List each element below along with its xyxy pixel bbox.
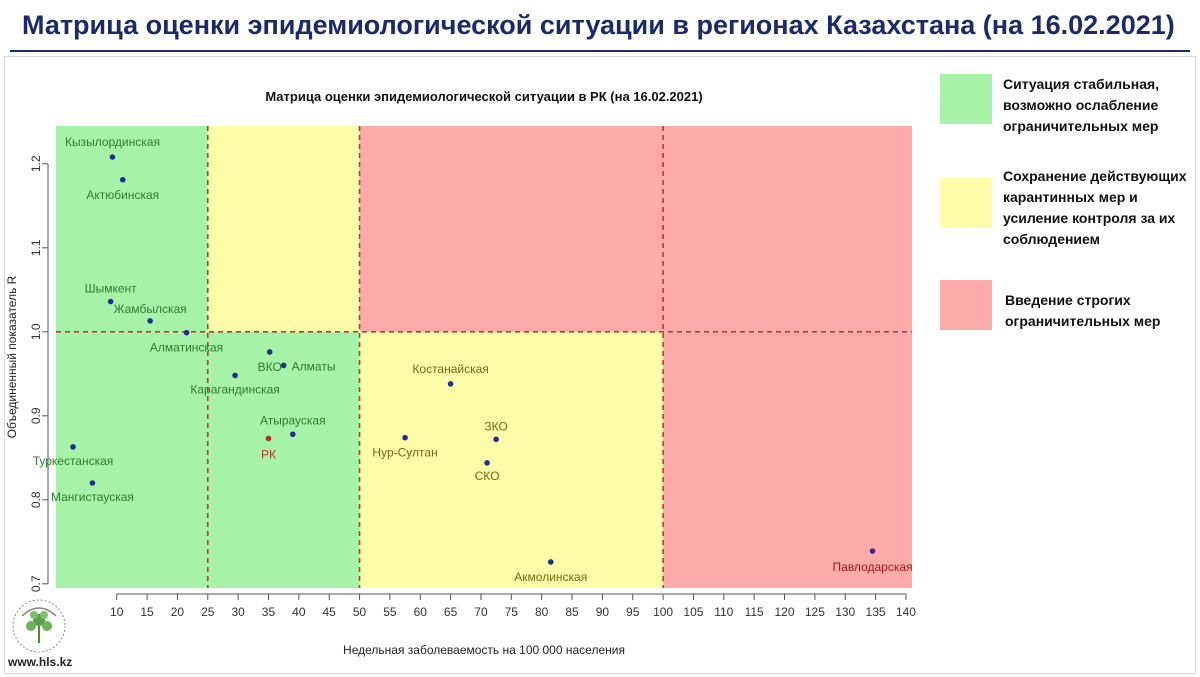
x-tick-label-105: 105 — [683, 605, 703, 619]
legend-swatch-green — [940, 74, 992, 124]
y-tick-label-1: 1.0 — [29, 323, 43, 340]
point-5 — [266, 349, 273, 355]
point-label-8: Атырауская — [260, 413, 326, 427]
epidemic-matrix-chart: Матрица оценки эпидемиологической ситуац… — [5, 89, 916, 657]
x-tick-label-45: 45 — [323, 605, 337, 619]
point-label-6: Алматы — [292, 359, 336, 373]
legend-text-red: Введение строгих ограничительных мер — [1005, 292, 1161, 329]
point-6 — [280, 362, 287, 369]
x-tick-label-90: 90 — [596, 605, 610, 619]
title-divider — [10, 50, 1190, 52]
x-tick-label-135: 135 — [866, 605, 886, 619]
x-tick-label-10: 10 — [110, 605, 124, 619]
zone-1 — [207, 126, 360, 332]
chart-title: Матрица оценки эпидемиологической ситуац… — [265, 89, 702, 104]
x-tick-label-140: 140 — [896, 605, 916, 619]
x-tick-label-80: 80 — [535, 605, 549, 619]
x-tick-label-35: 35 — [262, 605, 276, 619]
x-tick-label-55: 55 — [383, 605, 397, 619]
point-0 — [109, 154, 116, 160]
point-13 — [493, 436, 499, 443]
point-7 — [232, 372, 238, 379]
point-label-9: РК — [261, 447, 276, 461]
x-tick-label-120: 120 — [774, 605, 794, 619]
x-tick-label-85: 85 — [565, 605, 579, 619]
point-label-7: Карагандинская — [190, 382, 279, 396]
point-14 — [402, 434, 408, 441]
point-label-4: Алматинская — [150, 341, 223, 355]
x-tick-label-110: 110 — [714, 605, 733, 619]
legend-swatch-yellow — [940, 178, 992, 228]
point-label-12: Костанайская — [412, 362, 488, 376]
zone-4 — [359, 331, 664, 588]
x-axis-label: Недельная заболеваемость на 100 000 насе… — [343, 643, 625, 657]
page-title: Матрица оценки эпидемиологической ситуац… — [22, 10, 1175, 40]
x-tick-label-50: 50 — [353, 605, 367, 619]
x-tick-label-115: 115 — [745, 605, 764, 619]
x-tick-label-100: 100 — [653, 605, 673, 619]
zone-5 — [663, 331, 912, 588]
point-10 — [70, 444, 76, 450]
y-axis-label: Объединенный показатель R — [5, 275, 19, 438]
hls-logo-icon — [12, 599, 66, 653]
y-tick-label-0.7: 0.7 — [29, 575, 43, 592]
y-tick-label-0.9: 0.9 — [29, 407, 43, 424]
x-tick-label-60: 60 — [414, 605, 428, 619]
point-1 — [119, 176, 126, 183]
point-9 — [265, 435, 272, 442]
point-label-16: Акмолинская — [514, 570, 587, 584]
x-tick-label-75: 75 — [505, 605, 519, 619]
point-12 — [447, 381, 454, 387]
legend-text-green: Ситуация стабильная, возможно ослабление… — [1003, 76, 1160, 134]
point-3 — [147, 318, 153, 324]
x-tick-label-130: 130 — [835, 605, 855, 619]
point-label-11: Мангистауская — [51, 490, 134, 504]
point-label-1: Актюбинская — [86, 188, 159, 202]
point-label-2: Шымкент — [85, 282, 138, 296]
point-label-5: ВКО — [258, 360, 282, 374]
zone-2 — [359, 126, 912, 332]
legend-text-yellow: Сохранение действующих карантинных мер и… — [1003, 168, 1187, 247]
point-label-3: Жамбылская — [113, 302, 186, 316]
point-label-10: Туркестанская — [33, 454, 114, 468]
x-tick-label-125: 125 — [805, 605, 825, 619]
x-tick-label-25: 25 — [201, 605, 215, 619]
x-tick-label-20: 20 — [171, 605, 185, 619]
point-16 — [547, 559, 554, 565]
point-15 — [484, 460, 490, 466]
x-tick-label-40: 40 — [292, 605, 306, 619]
point-17 — [869, 548, 876, 554]
point-label-0: Кызылординская — [65, 135, 160, 149]
point-4 — [183, 329, 190, 336]
website-link[interactable]: www.hls.kz — [8, 655, 73, 669]
zone-0 — [56, 126, 208, 332]
point-label-15: СКО — [475, 469, 500, 483]
x-tick-label-65: 65 — [444, 605, 458, 619]
x-tick-label-30: 30 — [231, 605, 245, 619]
x-tick-label-95: 95 — [626, 605, 640, 619]
point-8 — [289, 431, 296, 438]
x-tick-label-15: 15 — [140, 605, 154, 619]
y-tick-label-1.1: 1.1 — [29, 239, 43, 256]
x-tick-label-70: 70 — [474, 605, 488, 619]
y-tick-label-0.8: 0.8 — [29, 491, 43, 508]
point-label-14: Нур-Султан — [372, 446, 437, 460]
point-2 — [107, 298, 114, 305]
point-label-13: ЗКО — [484, 419, 507, 433]
legend-swatch-red — [940, 280, 992, 330]
slide-frame — [4, 56, 1196, 674]
point-label-17: Павлодарская — [833, 560, 913, 574]
y-tick-label-1.2: 1.2 — [29, 155, 43, 172]
point-11 — [89, 480, 96, 486]
